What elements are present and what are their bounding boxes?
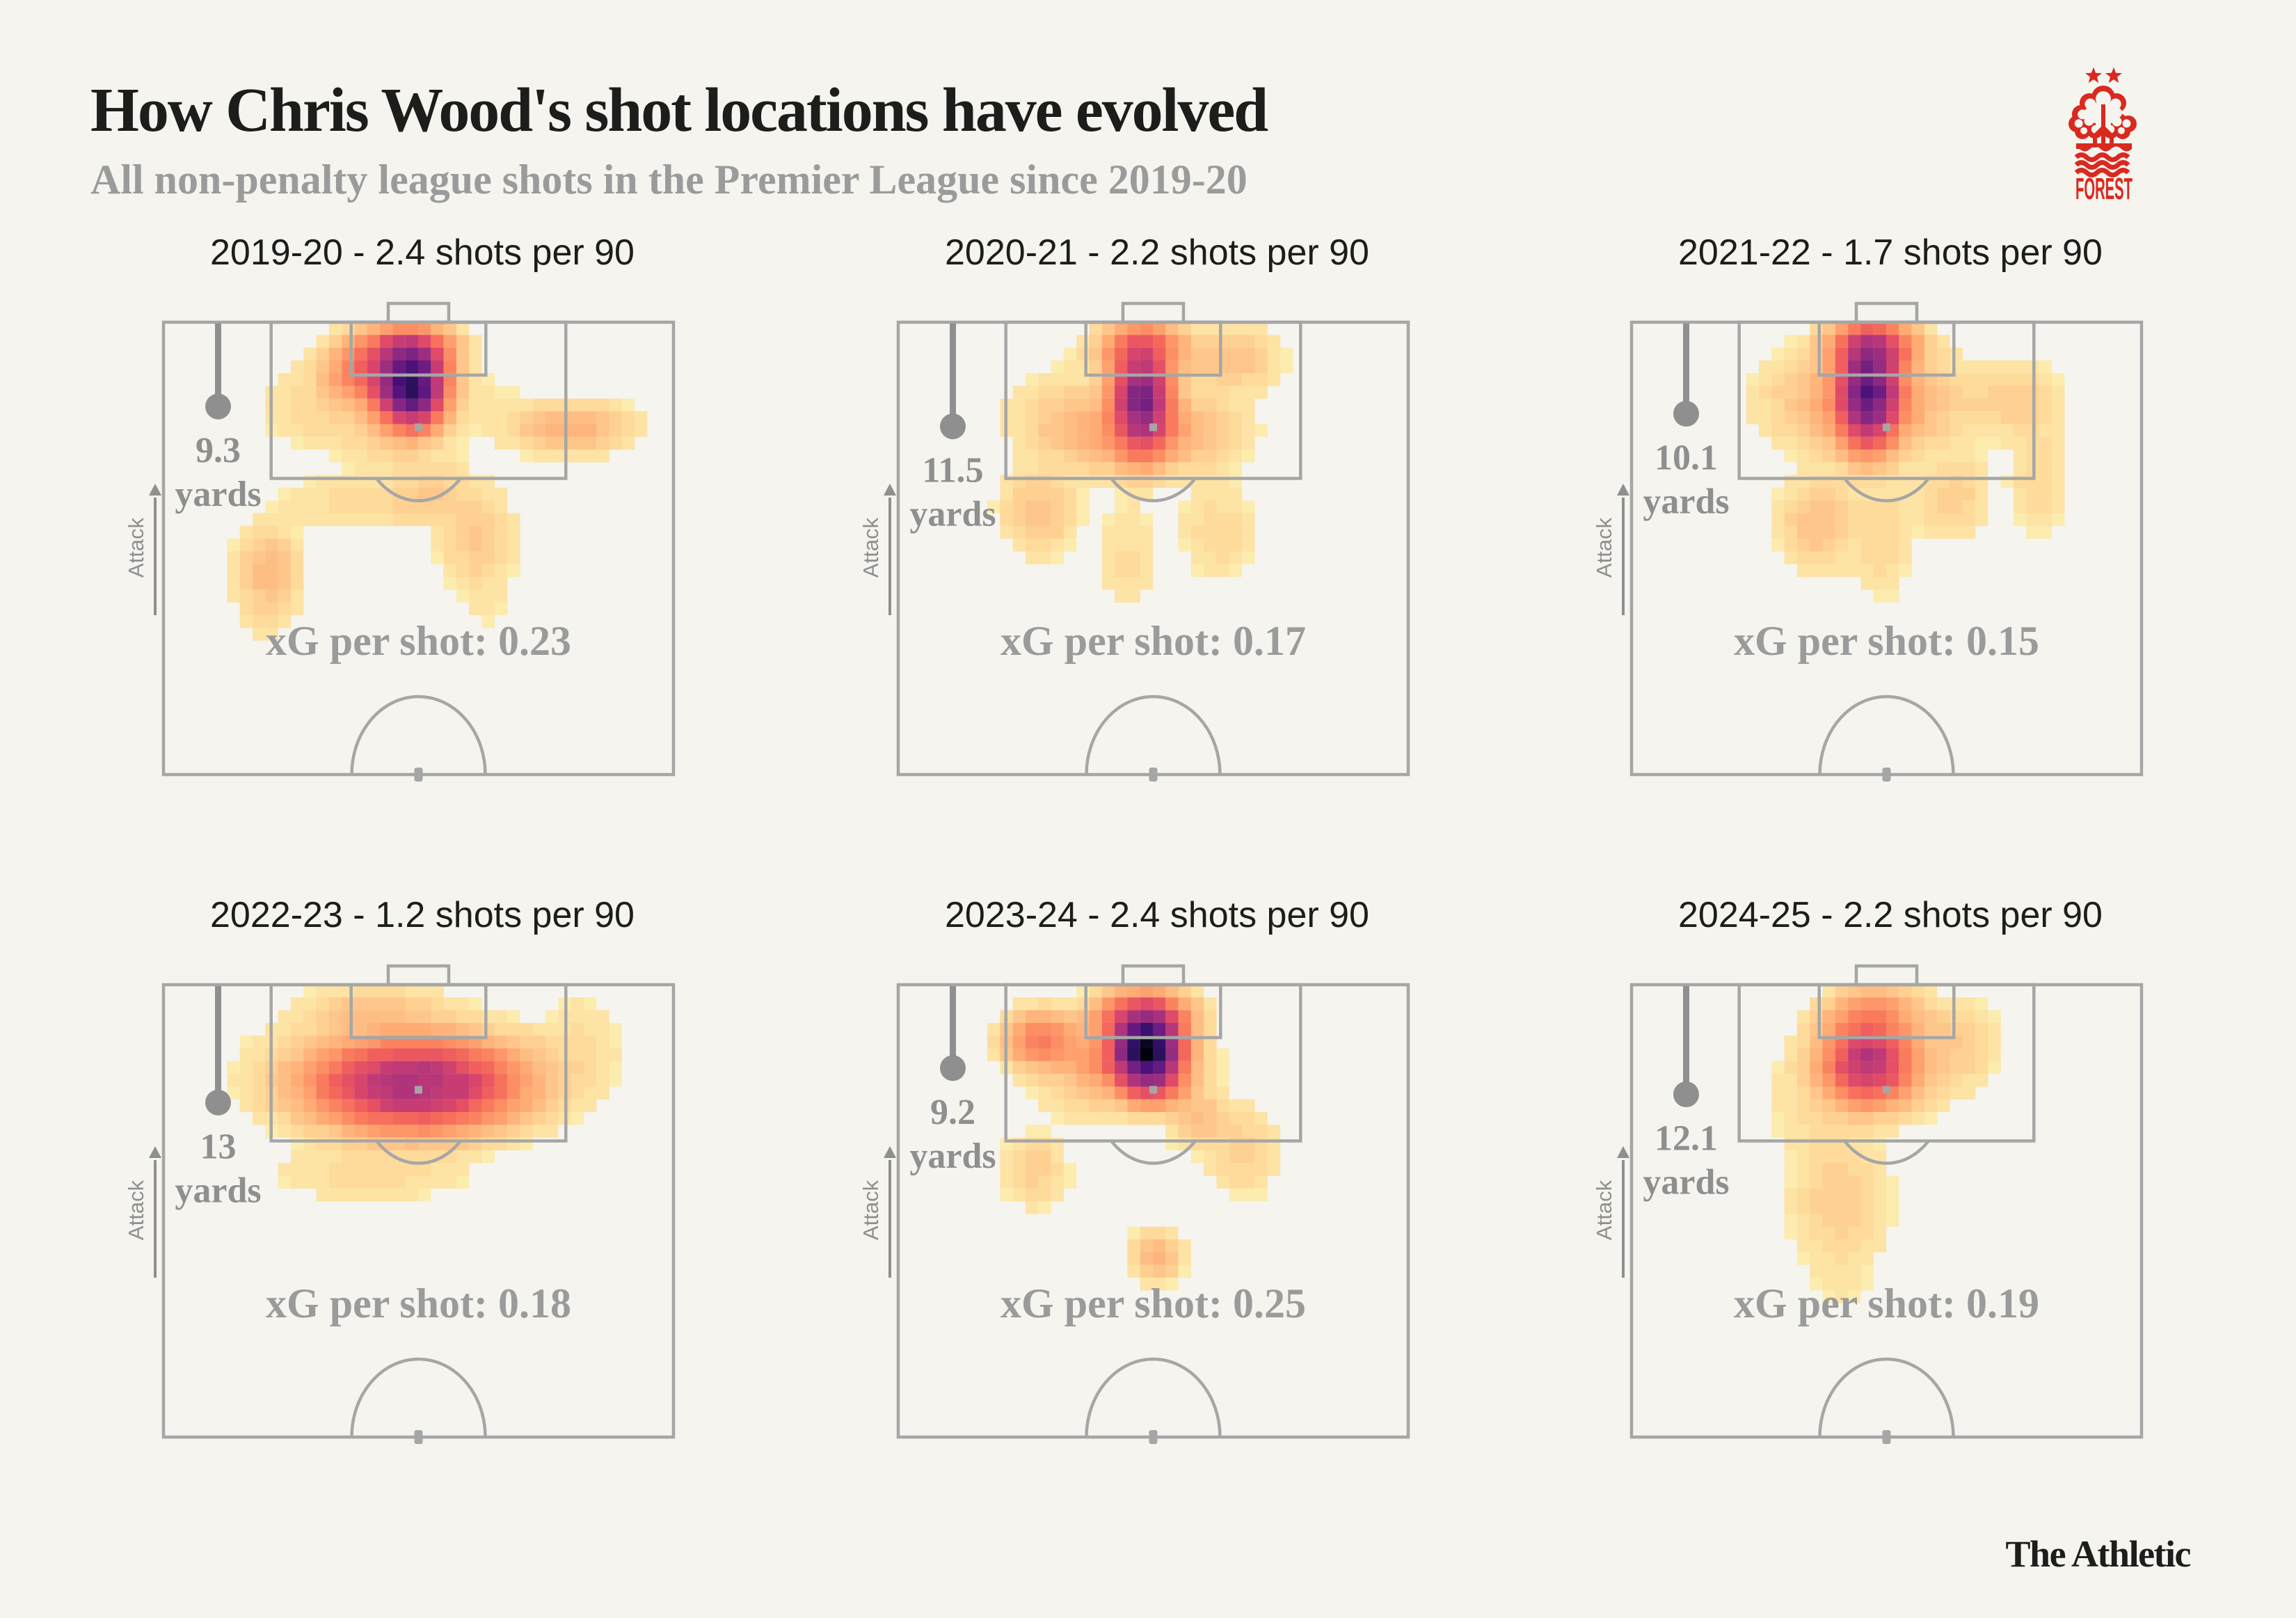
svg-text:Attack: Attack [859, 1180, 883, 1240]
svg-text:yards: yards [1643, 482, 1729, 522]
svg-text:Attack: Attack [124, 517, 148, 578]
svg-text:xG per shot: 0.17: xG per shot: 0.17 [1000, 618, 1306, 664]
svg-text:11.5: 11.5 [922, 451, 983, 491]
svg-text:10.1: 10.1 [1655, 438, 1718, 478]
svg-text:Attack: Attack [1592, 517, 1616, 578]
svg-text:yards: yards [1643, 1163, 1729, 1203]
svg-text:FOREST: FOREST [2075, 172, 2132, 205]
svg-text:xG per shot: 0.15: xG per shot: 0.15 [1734, 618, 2039, 664]
svg-text:Attack: Attack [124, 1180, 148, 1240]
svg-text:xG per shot: 0.23: xG per shot: 0.23 [266, 618, 571, 664]
svg-text:yards: yards [175, 475, 261, 514]
svg-text:9.2: 9.2 [930, 1093, 975, 1132]
svg-text:xG per shot: 0.25: xG per shot: 0.25 [1000, 1280, 1306, 1326]
svg-text:xG per shot: 0.19: xG per shot: 0.19 [1734, 1280, 2039, 1326]
svg-text:Attack: Attack [859, 517, 883, 578]
svg-text:9.3: 9.3 [196, 431, 241, 470]
svg-text:yards: yards [175, 1171, 261, 1210]
svg-text:13: 13 [200, 1127, 237, 1166]
svg-text:yards: yards [909, 1136, 996, 1176]
svg-text:yards: yards [909, 495, 996, 534]
svg-text:xG per shot: 0.18: xG per shot: 0.18 [266, 1280, 571, 1326]
svg-text:Attack: Attack [1592, 1180, 1616, 1240]
svg-text:12.1: 12.1 [1655, 1119, 1718, 1159]
